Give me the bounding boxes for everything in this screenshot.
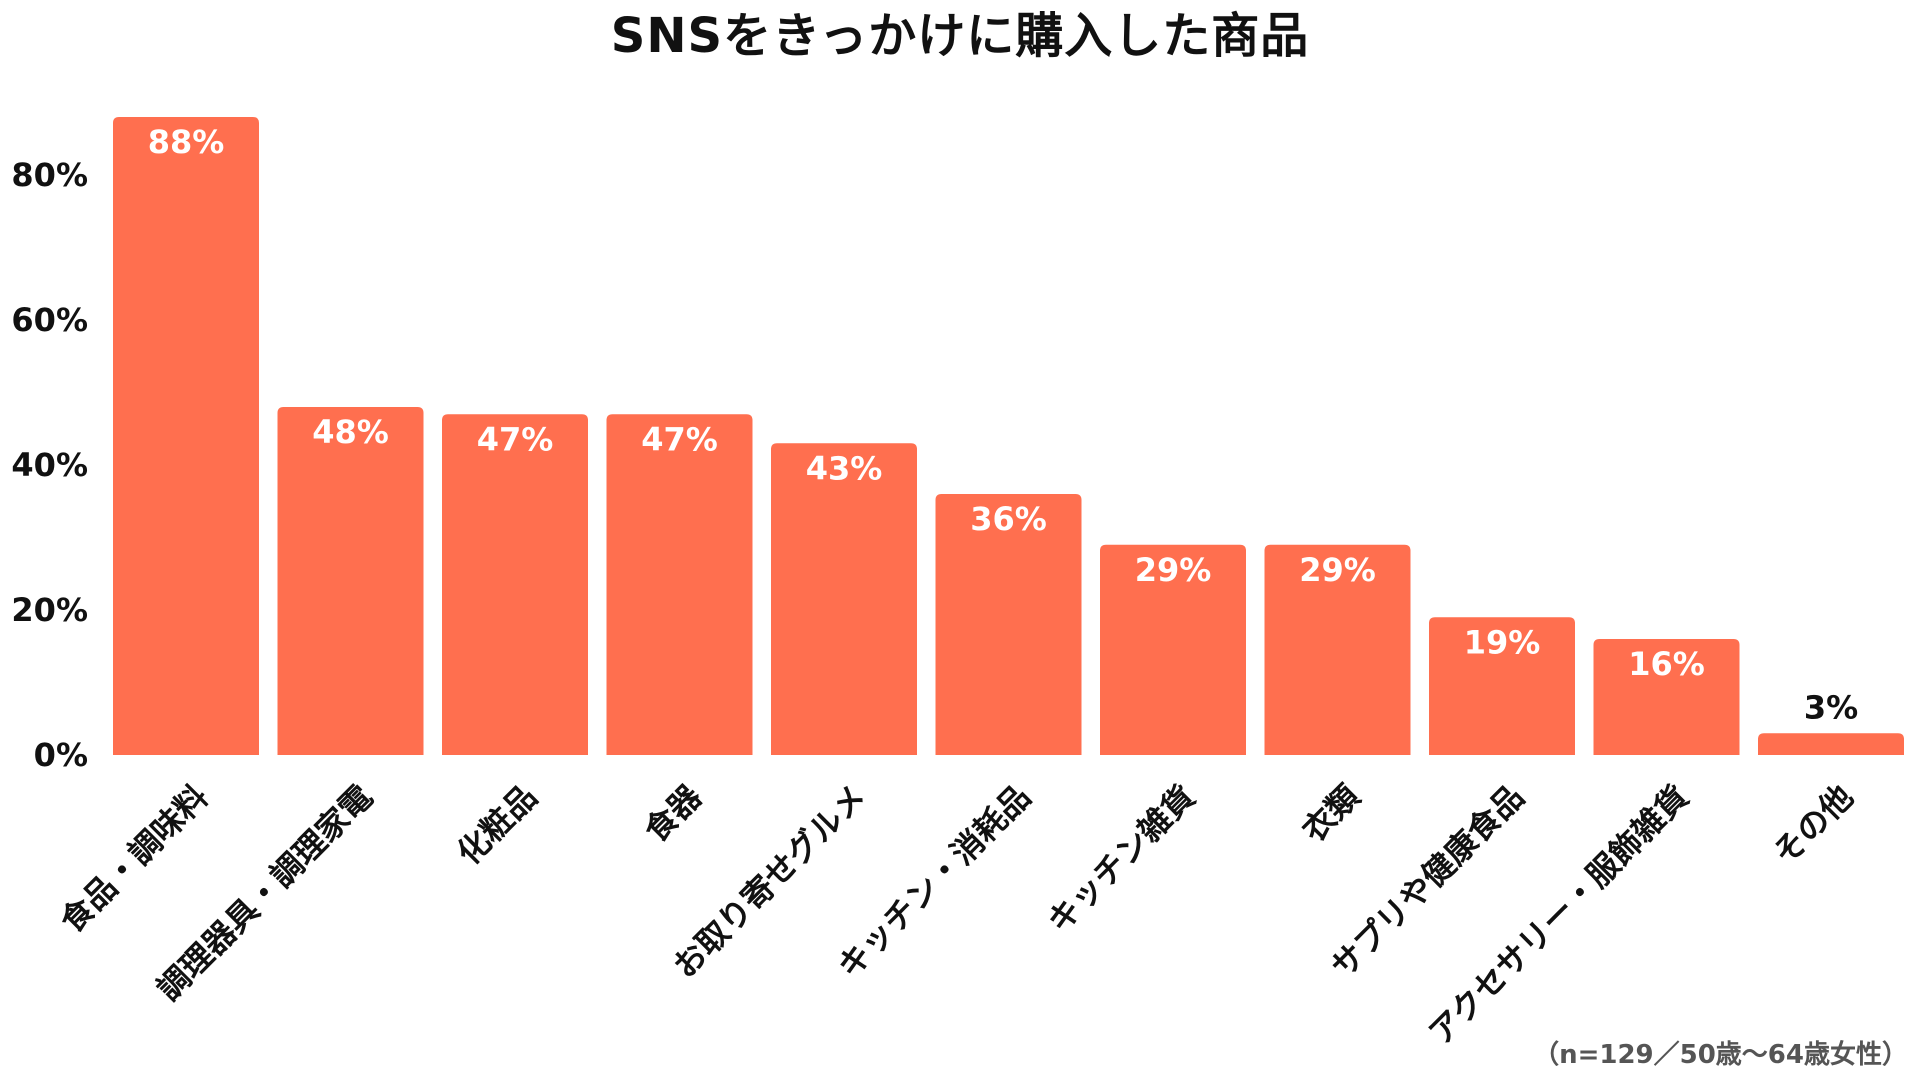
bar-value-label: 48% bbox=[312, 413, 389, 451]
sample-note: （n=129／50歳〜64歳女性） bbox=[1533, 1040, 1908, 1070]
bar-value-label: 16% bbox=[1628, 645, 1705, 683]
bar-value-label: 19% bbox=[1464, 623, 1541, 661]
bar bbox=[935, 494, 1082, 755]
y-tick-label: 40% bbox=[11, 446, 88, 484]
category-label: その他 bbox=[1766, 778, 1861, 873]
bar-value-label: 29% bbox=[1135, 551, 1212, 589]
bar bbox=[277, 407, 424, 755]
category-label: 食器 bbox=[637, 777, 710, 850]
bar-value-label: 47% bbox=[641, 420, 718, 458]
bars-group bbox=[113, 117, 1904, 755]
bar-value-label: 88% bbox=[148, 123, 225, 161]
value-labels-group: 88% 48% 47% 47% 43% 36% 29% 29% 19% 16% 3% bbox=[148, 123, 1858, 726]
bar bbox=[1758, 733, 1904, 755]
bar bbox=[606, 414, 753, 755]
y-tick-label: 80% bbox=[11, 156, 88, 194]
y-axis: 0% 20% 40% 60% 80% bbox=[11, 156, 88, 774]
category-label: キッチン雑貨 bbox=[1040, 778, 1203, 941]
bar bbox=[1593, 639, 1740, 755]
y-tick-label: 60% bbox=[11, 301, 88, 339]
y-tick-label: 20% bbox=[11, 591, 88, 629]
bar bbox=[113, 117, 259, 755]
bar bbox=[1264, 544, 1411, 755]
y-tick-label: 0% bbox=[34, 736, 88, 774]
bar-value-label: 3% bbox=[1804, 688, 1858, 726]
category-label: 衣類 bbox=[1295, 777, 1368, 850]
bar-value-label: 47% bbox=[477, 420, 554, 458]
category-label: 化粧品 bbox=[450, 778, 545, 873]
category-label: 食品・調味料 bbox=[53, 778, 216, 941]
bar bbox=[1100, 544, 1246, 755]
bar bbox=[442, 414, 588, 755]
bar bbox=[1429, 617, 1575, 755]
bar-value-label: 29% bbox=[1299, 551, 1376, 589]
bar bbox=[771, 443, 917, 755]
bar-value-label: 43% bbox=[806, 449, 883, 487]
chart-title: SNSをきっかけに購入した商品 bbox=[610, 8, 1310, 64]
bar-value-label: 36% bbox=[970, 500, 1047, 538]
